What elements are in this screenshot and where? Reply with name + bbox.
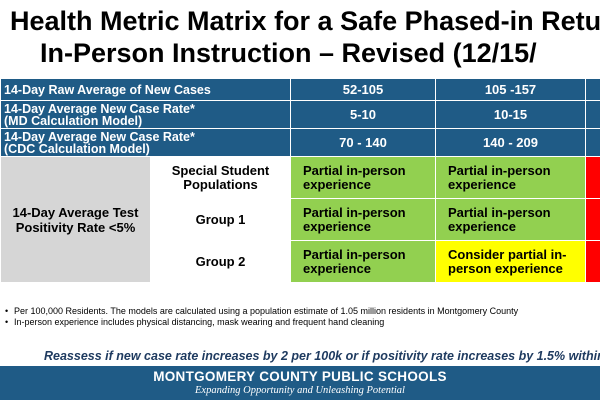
footnote: In-person experience includes physical d… — [4, 317, 600, 328]
matrix-cell — [586, 157, 600, 199]
title-line-1: Health Metric Matrix for a Safe Phased-i… — [10, 6, 600, 36]
slide-title: Health Metric Matrix for a Safe Phased-i… — [0, 0, 600, 78]
group-label: Group 1 — [151, 199, 291, 241]
header-value: 10-15 — [436, 101, 586, 129]
header-value: 5-10 — [291, 101, 436, 129]
header-label: 14-Day Average New Case Rate* (MD Calcula… — [1, 101, 291, 129]
organization-name: MONTGOMERY COUNTY PUBLIC SCHOOLS — [0, 366, 600, 385]
matrix-cell: Partial in-person experience — [436, 157, 586, 199]
header-value — [586, 101, 600, 129]
footnotes: Per 100,000 Residents. The models are ca… — [4, 306, 600, 328]
organization-tagline: Expanding Opportunity and Unleashing Pot… — [0, 385, 600, 397]
header-value — [586, 79, 600, 101]
title-line-2: In-Person Instruction – Revised (12/15/ — [40, 38, 537, 68]
reassess-note: Reassess if new case rate increases by 2… — [44, 349, 600, 363]
matrix-cell: Partial in-person experience — [436, 199, 586, 241]
matrix-cell: Consider partial in-person experience — [436, 241, 586, 283]
positivity-metric-label: 14-Day Average Test Positivity Rate <5% — [1, 157, 151, 283]
group-label: Special Student Populations — [151, 157, 291, 199]
header-value: 52-105 — [291, 79, 436, 101]
header-value: 140 - 209 — [436, 129, 586, 157]
header-label: 14-Day Average New Case Rate* (CDC Calcul… — [1, 129, 291, 157]
header-value: 70 - 140 — [291, 129, 436, 157]
matrix-cell: Partial in-person experience — [291, 199, 436, 241]
matrix-cell: Partial in-person experience — [291, 157, 436, 199]
header-row-raw-average: 14-Day Raw Average of New Cases 52-105 1… — [1, 79, 600, 101]
header-value — [586, 129, 600, 157]
header-row-md-rate: 14-Day Average New Case Rate* (MD Calcula… — [1, 101, 600, 129]
header-label: 14-Day Raw Average of New Cases — [1, 79, 291, 101]
footnote: Per 100,000 Residents. The models are ca… — [4, 306, 600, 317]
matrix-row-special-populations: 14-Day Average Test Positivity Rate <5% S… — [1, 157, 600, 199]
matrix-cell — [586, 199, 600, 241]
group-label: Group 2 — [151, 241, 291, 283]
footer-banner: MONTGOMERY COUNTY PUBLIC SCHOOLS Expandi… — [0, 366, 600, 400]
matrix-cell: Partial in-person experience — [291, 241, 436, 283]
header-row-cdc-rate: 14-Day Average New Case Rate* (CDC Calcul… — [1, 129, 600, 157]
matrix-cell — [586, 241, 600, 283]
health-metric-matrix: 14-Day Raw Average of New Cases 52-105 1… — [0, 78, 600, 283]
header-value: 105 -157 — [436, 79, 586, 101]
